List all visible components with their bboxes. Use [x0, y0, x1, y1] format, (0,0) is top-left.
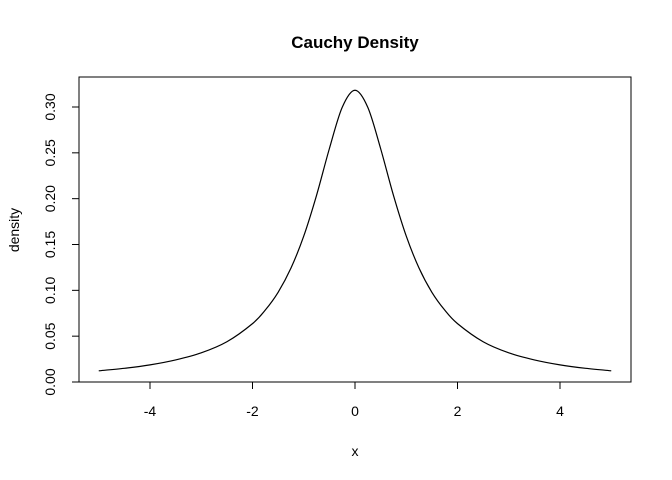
x-axis-label: x [352, 443, 359, 459]
y-axis-ticks: 0.00 0.05 0.10 0.15 0.20 0.25 0.30 [42, 93, 79, 396]
x-tick-label: 4 [556, 403, 564, 419]
x-tick-label: -2 [246, 403, 259, 419]
chart-title: Cauchy Density [291, 33, 419, 52]
x-axis-ticks: -4 -2 0 2 4 [144, 382, 564, 419]
x-tick-label: 2 [454, 403, 462, 419]
y-tick-label: 0.05 [42, 322, 58, 349]
y-axis-label: density [6, 208, 22, 252]
y-tick-label: 0.20 [42, 185, 58, 212]
y-tick-label: 0.25 [42, 139, 58, 166]
y-tick-label: 0.10 [42, 276, 58, 303]
x-tick-label: -4 [144, 403, 157, 419]
x-tick-label: 0 [351, 403, 359, 419]
y-tick-label: 0.00 [42, 368, 58, 395]
plot-box [78, 76, 632, 383]
y-tick-label: 0.30 [42, 93, 58, 120]
y-tick-label: 0.15 [42, 231, 58, 258]
density-curve [98, 89, 612, 372]
